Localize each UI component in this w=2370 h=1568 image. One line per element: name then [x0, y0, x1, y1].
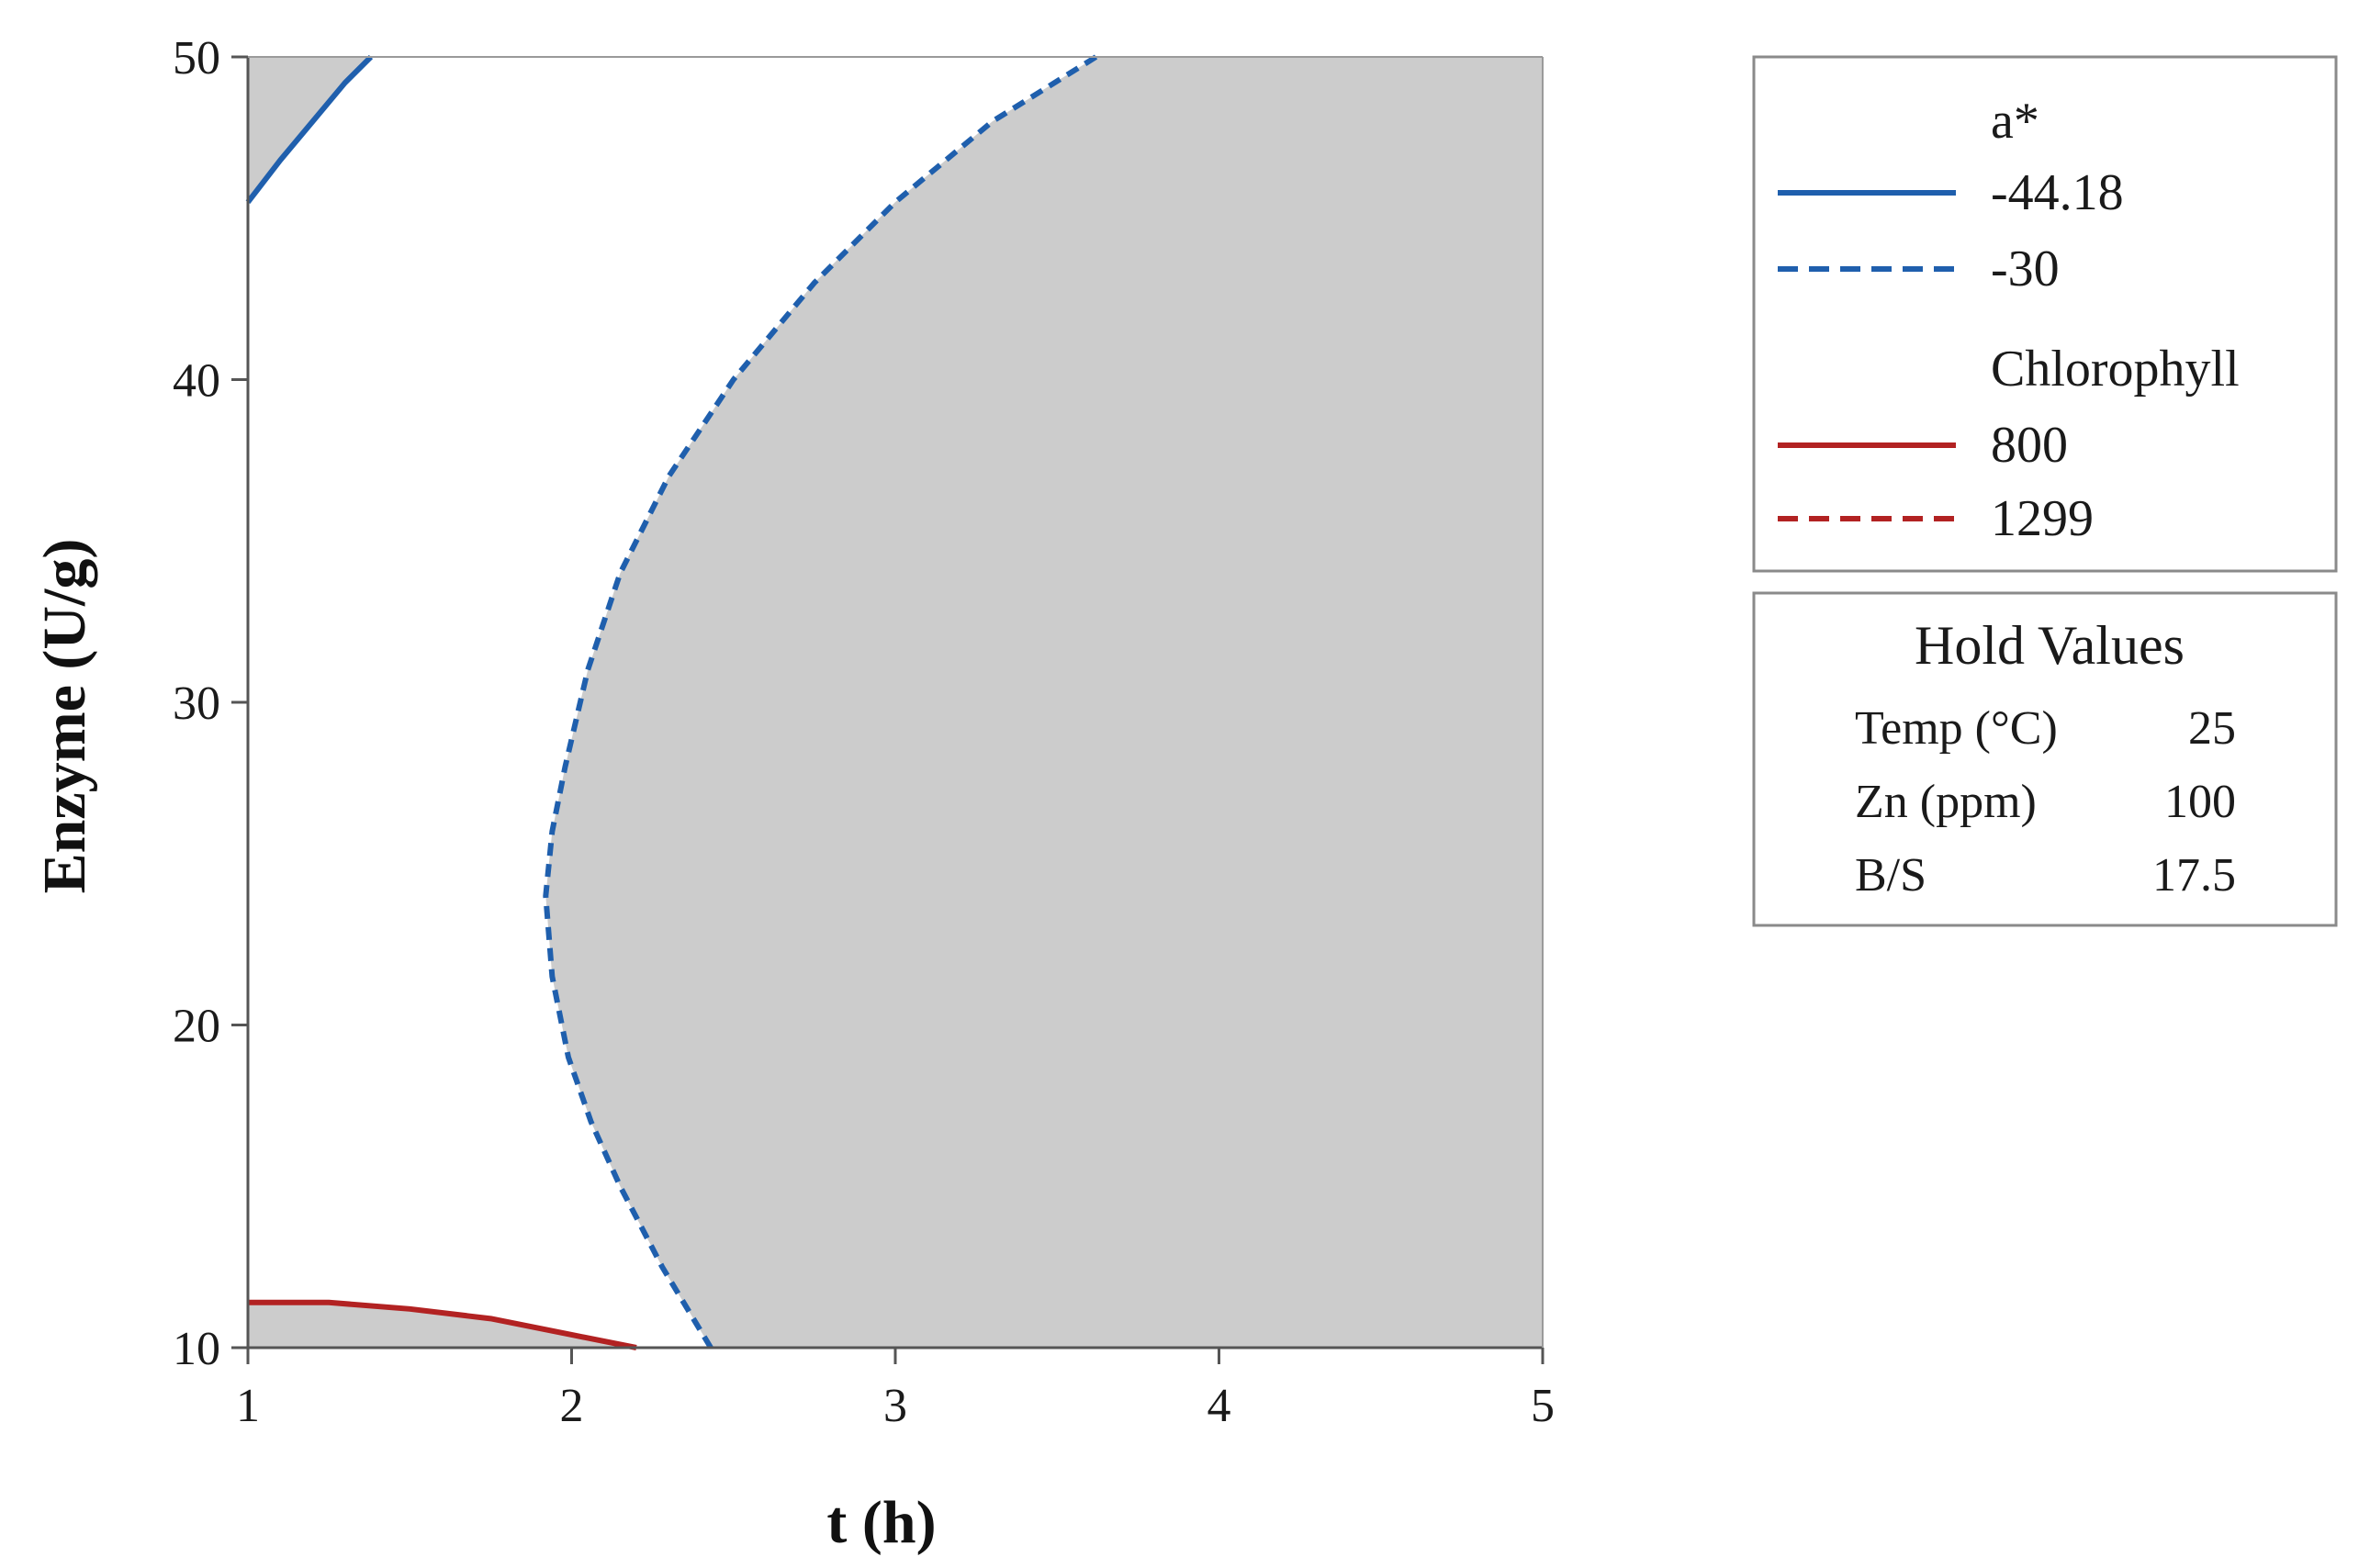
shaded-region-top-left: [248, 57, 371, 203]
hold-label-zn: Zn (ppm): [1855, 776, 2037, 828]
hold-label-bs: B/S: [1855, 849, 1926, 902]
hold-values-title: Hold Values: [1915, 615, 2185, 676]
plot-area: [245, 54, 1543, 1350]
hold-value-bs: 17.5: [2152, 849, 2236, 902]
y-tick-label: 40: [173, 355, 220, 408]
y-tick-label: 30: [173, 678, 220, 730]
hold-values-panel: Hold Values Temp (°C) 25 Zn (ppm) 100 B/…: [1752, 591, 2338, 927]
legend-label-chlorophyll-2: 1299: [1991, 490, 2094, 547]
x-tick-label: 1: [236, 1380, 260, 1432]
x-tick-label: 4: [1207, 1380, 1231, 1432]
legend-label-a-star-2: -30: [1991, 241, 2060, 297]
hold-value-temp: 25: [2188, 702, 2236, 755]
y-tick-label: 10: [173, 1323, 220, 1375]
y-tick-label: 50: [173, 32, 220, 84]
contour-line-a-star-30: [543, 54, 1098, 1350]
legend-frame: [1752, 55, 2338, 573]
legend-group-a-star: a*: [1991, 93, 2039, 150]
legend-label-chlorophyll-1: 800: [1991, 417, 2068, 474]
x-tick-label: 2: [560, 1380, 584, 1432]
hold-label-temp: Temp (°C): [1855, 702, 2058, 755]
x-tick-label: 3: [883, 1380, 907, 1432]
shaded-region-bottom-left: [248, 1302, 636, 1348]
y-tick-label: 20: [173, 1001, 220, 1053]
hold-value-zn: 100: [2164, 776, 2236, 828]
contour-line-chlorophyll-800: [248, 1299, 637, 1350]
shaded-region-right: [545, 57, 1543, 1348]
y-axis-title: Enzyme (U/g): [31, 539, 98, 894]
hold-values-frame: [1752, 591, 2338, 927]
axes: 1 2 3 4 5 10 20 30 40 50: [173, 32, 1555, 1432]
legend-label-a-star-1: -44.18: [1991, 164, 2124, 221]
legend-group-chlorophyll: Chlorophyll: [1991, 341, 2240, 398]
x-axis-title: t (h): [826, 1489, 936, 1556]
contour-line-a-star-4418: [245, 54, 374, 205]
legend: a* -44.18 -30 Chlorophyll 800 1299: [1752, 55, 2338, 573]
x-tick-label: 5: [1531, 1380, 1555, 1432]
